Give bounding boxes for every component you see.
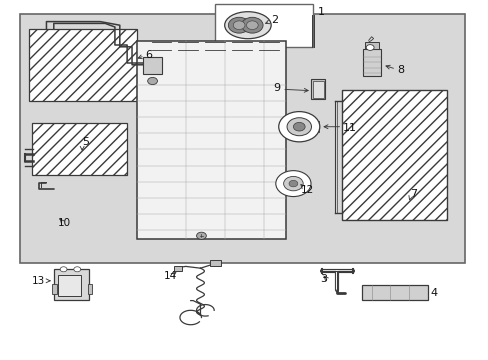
Text: 11: 11 xyxy=(343,123,357,133)
Bar xyxy=(142,57,162,74)
Text: 6: 6 xyxy=(145,50,152,60)
Bar xyxy=(58,275,81,296)
Bar xyxy=(54,269,89,300)
Circle shape xyxy=(60,267,67,272)
Circle shape xyxy=(288,180,297,187)
Bar xyxy=(137,41,285,239)
Text: 2: 2 xyxy=(271,15,278,25)
Bar xyxy=(362,49,381,76)
Bar xyxy=(364,42,379,49)
Bar xyxy=(32,123,127,175)
Circle shape xyxy=(246,21,258,30)
Bar xyxy=(311,79,325,99)
Circle shape xyxy=(196,232,206,239)
Bar xyxy=(215,4,312,47)
Circle shape xyxy=(74,267,81,272)
Circle shape xyxy=(366,45,373,50)
Bar xyxy=(173,266,182,271)
Text: 3: 3 xyxy=(320,274,327,284)
Circle shape xyxy=(293,122,305,131)
Circle shape xyxy=(228,17,249,33)
Text: 4: 4 xyxy=(429,288,437,298)
Text: 7: 7 xyxy=(409,189,416,199)
Circle shape xyxy=(241,17,263,33)
Text: 1: 1 xyxy=(317,6,324,17)
Text: 8: 8 xyxy=(397,65,404,75)
Text: 14: 14 xyxy=(163,271,177,282)
Circle shape xyxy=(283,176,303,191)
Bar xyxy=(52,284,57,294)
Bar xyxy=(20,14,464,263)
Text: 13: 13 xyxy=(32,276,45,286)
Text: 10: 10 xyxy=(58,218,71,228)
Text: 5: 5 xyxy=(82,137,89,147)
Bar xyxy=(342,90,447,220)
Text: 12: 12 xyxy=(300,185,313,195)
Bar xyxy=(312,81,323,98)
Bar xyxy=(29,29,137,101)
Circle shape xyxy=(147,77,157,85)
Bar xyxy=(361,285,427,300)
Circle shape xyxy=(286,118,311,136)
Circle shape xyxy=(233,21,244,30)
Ellipse shape xyxy=(224,12,270,39)
Bar xyxy=(210,260,221,266)
Circle shape xyxy=(275,171,310,197)
Circle shape xyxy=(278,112,319,142)
Bar xyxy=(279,121,318,132)
Bar xyxy=(88,284,92,294)
Text: 9: 9 xyxy=(273,83,280,93)
